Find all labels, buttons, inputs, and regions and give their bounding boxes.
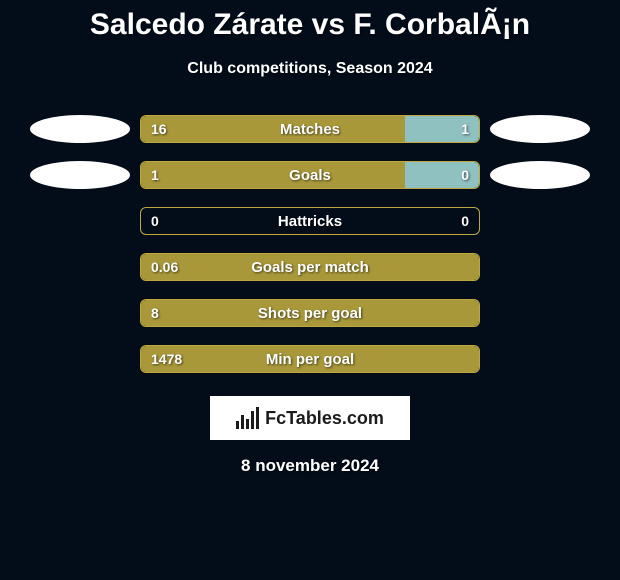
stat-label: Goals per match: [141, 259, 479, 276]
pill-spacer: [30, 253, 130, 281]
player-right-pill: [490, 115, 590, 143]
stat-bar: 161Matches: [140, 115, 480, 143]
stat-row: 0.06Goals per match: [0, 244, 620, 290]
stat-label: Goals: [141, 167, 479, 184]
pill-spacer: [490, 253, 590, 281]
stat-bar: 10Goals: [140, 161, 480, 189]
player-right-pill: [490, 161, 590, 189]
pill-spacer: [30, 207, 130, 235]
pill-spacer: [30, 345, 130, 373]
watermark-bars-icon: [236, 407, 259, 429]
pill-spacer: [490, 299, 590, 327]
page-title: Salcedo Zárate vs F. CorbalÃ¡n: [0, 0, 620, 42]
stat-bar: 00Hattricks: [140, 207, 480, 235]
pill-spacer: [490, 345, 590, 373]
pill-spacer: [490, 207, 590, 235]
player-left-pill: [30, 115, 130, 143]
stat-row: 00Hattricks: [0, 198, 620, 244]
stat-row: 1478Min per goal: [0, 336, 620, 382]
stat-label: Shots per goal: [141, 305, 479, 322]
watermark: FcTables.com: [210, 396, 410, 440]
stat-bar: 0.06Goals per match: [140, 253, 480, 281]
page-subtitle: Club competitions, Season 2024: [0, 60, 620, 78]
stat-bar: 8Shots per goal: [140, 299, 480, 327]
player-left-pill: [30, 161, 130, 189]
stat-label: Min per goal: [141, 351, 479, 368]
stat-label: Matches: [141, 121, 479, 138]
pill-spacer: [30, 299, 130, 327]
stat-row: 8Shots per goal: [0, 290, 620, 336]
stat-row: 161Matches: [0, 106, 620, 152]
stat-rows: 161Matches 10Goals 00Hattricks 0.06Goals pe…: [0, 106, 620, 382]
stat-bar: 1478Min per goal: [140, 345, 480, 373]
stat-row: 10Goals: [0, 152, 620, 198]
watermark-text: FcTables.com: [265, 408, 384, 429]
stat-label: Hattricks: [141, 213, 479, 230]
page-date: 8 november 2024: [0, 456, 620, 476]
